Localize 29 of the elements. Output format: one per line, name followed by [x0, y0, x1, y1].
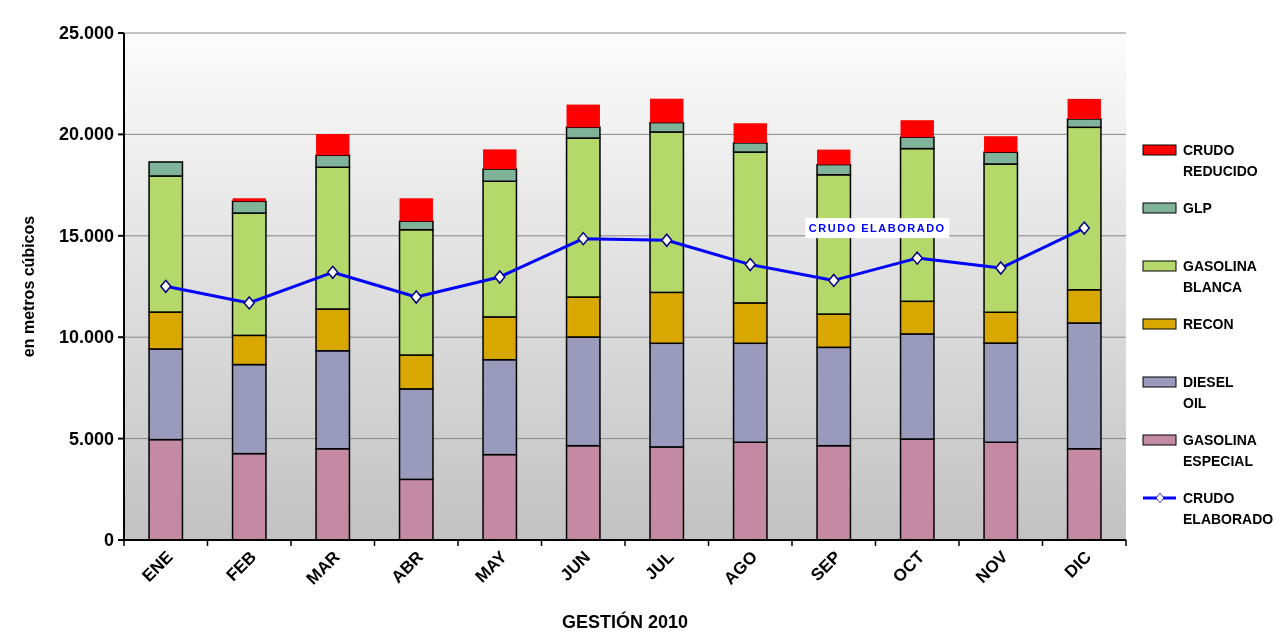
bar — [316, 133, 350, 156]
bar — [399, 198, 433, 222]
bar — [1067, 98, 1101, 119]
annotation: CRUDO ELABORADO — [808, 222, 946, 235]
bar — [232, 198, 266, 202]
bar — [900, 120, 934, 138]
legend-label: GASOLINA ESPECIAL — [1183, 432, 1257, 469]
bar — [566, 104, 600, 128]
bar — [817, 149, 851, 165]
y-tick-label: 5.000 — [68, 428, 114, 449]
legend-label: CRUDO REDUCIDO — [1183, 142, 1258, 179]
x-tick-label: DIC — [1060, 547, 1096, 582]
legend-label: CRUDO ELABORADO — [1183, 490, 1274, 527]
legend-label: RECON — [1183, 316, 1234, 332]
legend-label: DIESEL OIL — [1183, 374, 1235, 411]
y-tick-label: 10.000 — [58, 327, 114, 348]
x-axis-title: GESTIÓN 2010 — [561, 611, 689, 632]
bar — [483, 149, 517, 170]
y-axis-title: en metros cúbicos — [20, 215, 37, 358]
y-tick-label: 20.000 — [58, 124, 114, 145]
legend-label: GASOLINA BLANCA — [1183, 258, 1257, 295]
y-tick-label: 25.000 — [58, 23, 114, 43]
y-tick-label: 15.000 — [58, 225, 114, 246]
legend-label: GLP — [1183, 200, 1212, 216]
x-tick-label: JUL — [641, 547, 678, 584]
bar — [650, 98, 684, 123]
y-tick-label: 0 — [103, 530, 114, 550]
bar — [984, 136, 1018, 153]
bar — [733, 123, 767, 143]
